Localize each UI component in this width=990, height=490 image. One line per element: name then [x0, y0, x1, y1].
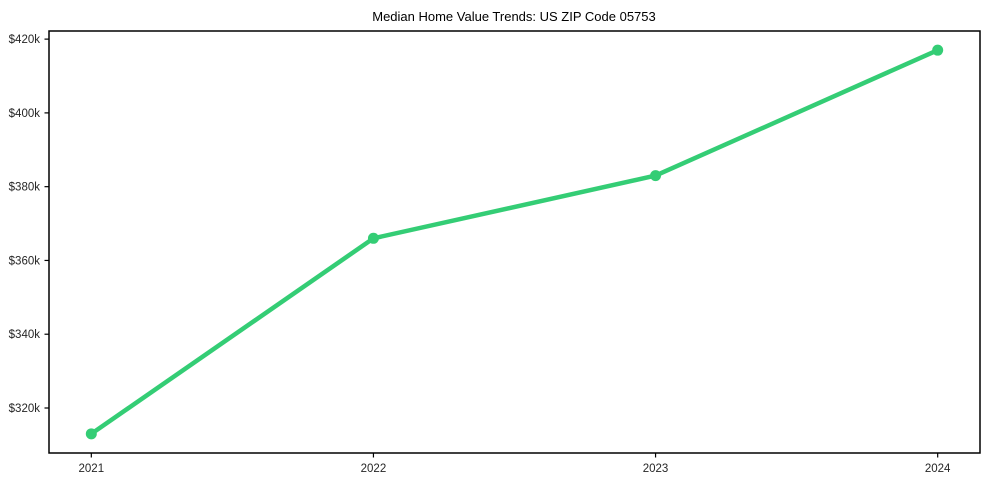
x-tick-label: 2024 [925, 463, 951, 475]
y-tick-label: $380k [9, 182, 41, 194]
plot-area: $320k $340k $360k $380k $400k $420k 2021 2022 20… [9, 30, 981, 475]
data-point-marker [650, 170, 662, 182]
x-tick-label: 2021 [79, 463, 105, 475]
y-tick-label: $420k [9, 34, 41, 46]
data-point-marker [932, 44, 944, 56]
data-point-marker [367, 232, 379, 244]
data-point-marker [85, 428, 97, 440]
trend-line [89, 47, 940, 437]
x-tick-label: 2022 [361, 463, 387, 475]
y-tick-label: $320k [9, 403, 41, 415]
chart-title: Median Home Value Trends: US ZIP Code 05… [372, 9, 656, 24]
y-tick-label: $400k [9, 108, 41, 120]
plot-frame [48, 30, 981, 454]
y-tick-label: $340k [9, 329, 41, 341]
x-tick-label: 2023 [643, 463, 669, 475]
y-tick-label: $360k [9, 255, 41, 267]
